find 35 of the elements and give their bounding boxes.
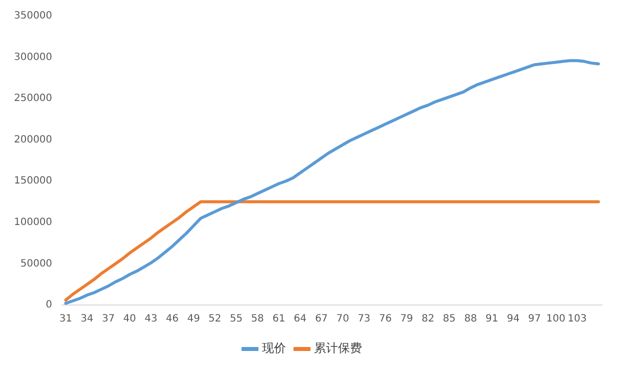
y-tick-label: 350000 (14, 10, 52, 22)
x-tick-label: 43 (144, 314, 158, 325)
y-tick-label: 0 (46, 300, 52, 311)
x-tick-label: 100 (546, 314, 566, 325)
y-tick-label: 150000 (14, 176, 52, 187)
x-tick-label: 49 (187, 314, 200, 325)
x-tick-label: 94 (506, 314, 520, 325)
x-tick-label: 82 (422, 314, 434, 325)
x-tick-label: 34 (80, 314, 94, 325)
y-tick-label: 250000 (14, 93, 52, 104)
x-tick-label: 67 (315, 314, 328, 325)
x-tick-label: 97 (528, 314, 541, 325)
x-tick-label: 31 (59, 314, 72, 325)
x-tick-label: 70 (336, 314, 350, 325)
x-tick-label: 40 (123, 314, 136, 325)
x-tick-label: 73 (358, 314, 370, 325)
legend-label: 累计保费 (314, 341, 362, 356)
x-tick-label: 61 (272, 314, 286, 325)
x-tick-label: 91 (486, 314, 498, 325)
x-tick-label: 79 (400, 314, 414, 325)
x-tick-label: 37 (102, 314, 115, 325)
x-tick-label: 85 (442, 314, 456, 325)
x-tick-label: 88 (464, 314, 477, 325)
x-tick-label: 58 (251, 314, 264, 325)
legend-label: 现价 (262, 341, 286, 356)
x-tick-label: 55 (230, 314, 243, 325)
y-tick-label: 200000 (14, 134, 52, 146)
y-tick-label: 100000 (14, 217, 52, 228)
x-tick-label: 46 (166, 314, 179, 325)
x-tick-label: 76 (378, 314, 392, 325)
x-tick-label: 52 (208, 314, 222, 325)
y-tick-label: 300000 (14, 52, 52, 63)
x-tick-label: 103 (568, 314, 587, 325)
y-tick-label: 50000 (20, 258, 52, 270)
x-tick-label: 64 (294, 314, 306, 325)
